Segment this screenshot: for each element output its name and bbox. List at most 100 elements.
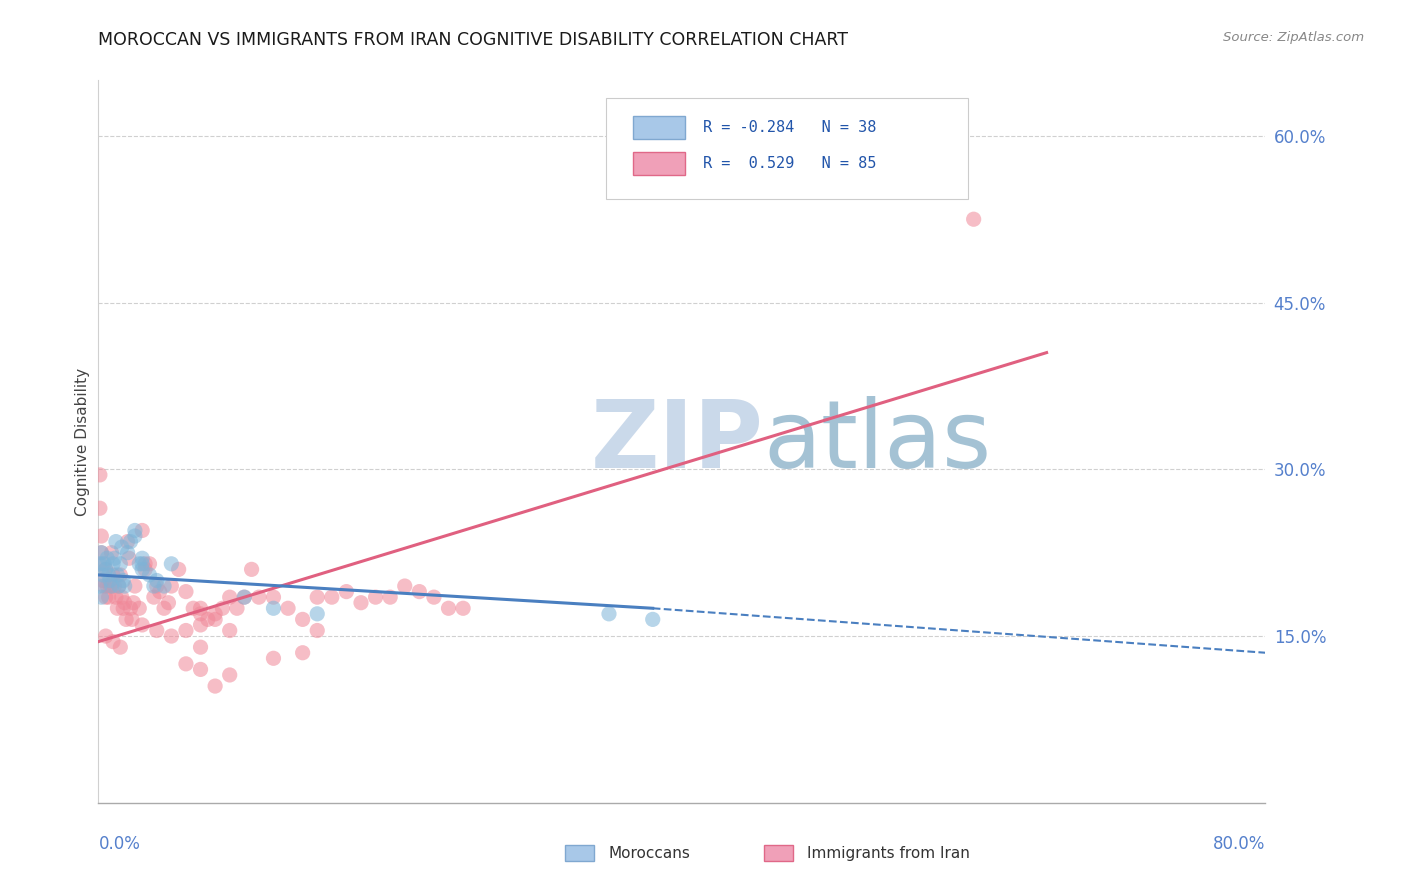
Point <box>277 601 299 615</box>
Text: Source: ZipAtlas.com: Source: ZipAtlas.com <box>1223 31 1364 45</box>
Point <box>124 529 146 543</box>
Point <box>364 590 387 604</box>
Point <box>146 624 169 638</box>
Point <box>190 618 212 632</box>
Point <box>291 646 314 660</box>
Point <box>134 562 156 576</box>
Point <box>134 557 156 571</box>
Point <box>131 618 153 632</box>
Point <box>598 607 620 621</box>
Point <box>204 612 226 626</box>
Point <box>218 668 240 682</box>
Text: 80.0%: 80.0% <box>1213 835 1265 854</box>
FancyBboxPatch shape <box>633 116 685 139</box>
Point <box>146 579 169 593</box>
Point <box>262 651 284 665</box>
Point <box>335 584 357 599</box>
Point <box>89 467 111 482</box>
Text: atlas: atlas <box>763 395 991 488</box>
Point <box>190 607 212 621</box>
FancyBboxPatch shape <box>763 846 793 862</box>
Point <box>233 590 256 604</box>
Point <box>128 601 150 615</box>
Point <box>97 590 120 604</box>
Point <box>104 534 127 549</box>
Text: Immigrants from Iran: Immigrants from Iran <box>807 846 970 861</box>
FancyBboxPatch shape <box>606 98 967 200</box>
Point <box>394 579 416 593</box>
Point <box>218 590 240 604</box>
Point <box>262 601 284 615</box>
Point <box>98 574 121 588</box>
Point <box>110 640 132 655</box>
Point <box>100 546 122 560</box>
Point <box>103 551 125 566</box>
Point <box>114 596 136 610</box>
Point <box>226 601 249 615</box>
Point <box>94 562 117 576</box>
Point <box>114 579 136 593</box>
Point <box>138 557 160 571</box>
Point <box>94 590 117 604</box>
Point <box>124 524 146 538</box>
FancyBboxPatch shape <box>565 846 595 862</box>
Point <box>108 579 131 593</box>
Point <box>93 557 115 571</box>
Point <box>174 584 197 599</box>
Point <box>91 557 114 571</box>
Text: R =  0.529   N = 85: R = 0.529 N = 85 <box>703 156 876 171</box>
Point <box>91 574 114 588</box>
Point <box>307 607 329 621</box>
Point <box>307 590 329 604</box>
Point <box>380 590 402 604</box>
Point <box>105 601 128 615</box>
Point <box>131 562 153 576</box>
Point <box>90 546 112 560</box>
Point <box>90 546 112 560</box>
Point <box>96 551 118 566</box>
Point <box>167 562 190 576</box>
Point <box>423 590 446 604</box>
Y-axis label: Cognitive Disability: Cognitive Disability <box>75 368 90 516</box>
Text: 0.0%: 0.0% <box>98 835 141 854</box>
Point <box>100 579 122 593</box>
Point <box>121 612 143 626</box>
Point <box>117 546 139 560</box>
Point <box>142 590 165 604</box>
Text: MOROCCAN VS IMMIGRANTS FROM IRAN COGNITIVE DISABILITY CORRELATION CHART: MOROCCAN VS IMMIGRANTS FROM IRAN COGNITI… <box>98 31 848 49</box>
Point <box>120 534 142 549</box>
Text: Moroccans: Moroccans <box>609 846 690 861</box>
Text: R = -0.284   N = 38: R = -0.284 N = 38 <box>703 120 876 135</box>
Point <box>149 584 172 599</box>
Point <box>96 579 118 593</box>
Point <box>89 501 111 516</box>
Point <box>97 568 120 582</box>
Point <box>108 579 131 593</box>
Point <box>408 584 430 599</box>
Point <box>110 557 132 571</box>
Point <box>174 624 197 638</box>
Point <box>98 579 121 593</box>
Point <box>117 534 139 549</box>
Text: ZIP: ZIP <box>591 395 763 488</box>
Point <box>90 590 112 604</box>
FancyBboxPatch shape <box>633 152 685 175</box>
Point <box>138 568 160 582</box>
Point <box>104 590 127 604</box>
Point <box>197 612 219 626</box>
Point <box>118 551 141 566</box>
Point <box>115 612 138 626</box>
Point <box>111 590 134 604</box>
Point <box>89 557 111 571</box>
Point <box>160 579 183 593</box>
Point <box>131 551 153 566</box>
Point <box>101 568 124 582</box>
Point <box>190 640 212 655</box>
Point <box>103 579 125 593</box>
Point <box>190 662 212 676</box>
Point <box>89 579 111 593</box>
Point <box>247 590 270 604</box>
Point <box>94 629 117 643</box>
Point <box>105 568 128 582</box>
Point <box>120 601 142 615</box>
